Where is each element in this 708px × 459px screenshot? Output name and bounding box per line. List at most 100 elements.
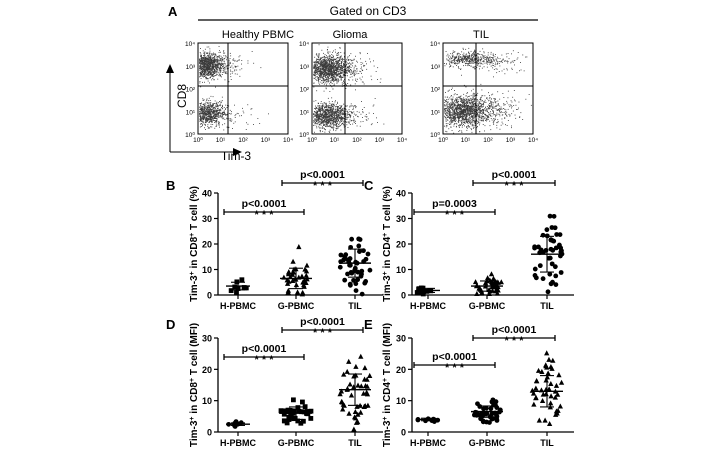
flow-event-dot — [337, 62, 339, 63]
flow-event-dot — [343, 66, 344, 68]
flow-event-dot — [347, 67, 349, 69]
flow-event-dot — [337, 74, 339, 75]
flow-event-dot — [218, 63, 220, 64]
flow-event-dot — [205, 115, 207, 117]
flow-event-dot — [346, 124, 348, 126]
flow-event-dot — [324, 120, 326, 122]
flow-event-dot — [318, 63, 320, 65]
flow-event-dot — [464, 125, 465, 127]
flow-event-dot — [362, 81, 364, 83]
flow-event-dot — [314, 120, 316, 122]
flow-event-dot — [338, 69, 340, 71]
flow-event-dot — [444, 110, 446, 112]
flow-event-dot — [330, 71, 331, 73]
flow-event-dot — [200, 55, 202, 57]
flow-event-dot — [215, 103, 217, 105]
flow-event-dot — [213, 56, 215, 58]
flow-event-dot — [324, 70, 326, 72]
flow-event-dot — [492, 57, 493, 58]
flow-event-dot — [330, 110, 332, 112]
flow-event-dot — [324, 107, 325, 108]
flow-event-dot — [355, 114, 357, 116]
flow-event-dot — [355, 55, 356, 57]
flow-event-dot — [316, 111, 318, 113]
flow-event-dot — [331, 105, 332, 106]
flow-event-dot — [207, 78, 209, 80]
flow-event-dot — [329, 105, 331, 106]
flow-event-dot — [220, 68, 222, 70]
flow-event-dot — [211, 64, 213, 66]
flow-event-dot — [318, 110, 320, 111]
flow-event-dot — [224, 113, 226, 114]
flow-event-dot — [327, 77, 328, 79]
flow-event-dot — [489, 57, 490, 59]
flow-event-dot — [340, 52, 342, 53]
flow-event-dot — [201, 110, 203, 112]
flow-event-dot — [317, 105, 319, 107]
flow-event-dot — [204, 109, 205, 111]
flow-event-dot — [336, 110, 338, 112]
flow-event-dot — [464, 98, 466, 100]
flow-event-dot — [347, 59, 349, 60]
flow-event-dot — [454, 118, 456, 120]
flow-event-dot — [343, 113, 345, 114]
flow-y-tick-label: 10¹ — [186, 109, 196, 116]
flow-event-dot — [469, 116, 471, 118]
flow-event-dot — [319, 119, 321, 121]
flow-event-dot — [314, 70, 316, 72]
flow-event-dot — [328, 81, 329, 83]
flow-event-dot — [451, 54, 453, 56]
flow-event-dot — [329, 69, 331, 71]
plot-title-healthy: Healthy PBMC — [222, 29, 294, 41]
flow-event-dot — [204, 73, 206, 75]
flow-event-dot — [333, 61, 334, 63]
flow-event-dot — [336, 109, 338, 111]
flow-event-dot — [322, 68, 324, 70]
flow-event-dot — [342, 113, 344, 115]
flow-event-dot — [214, 112, 216, 114]
flow-y-tick-label: 10³ — [186, 64, 196, 71]
flow-event-dot — [210, 123, 212, 125]
flow-event-dot — [480, 62, 482, 64]
flow-event-dot — [321, 109, 322, 111]
flow-event-dot — [313, 111, 315, 113]
flow-event-dot — [313, 73, 315, 75]
flow-event-dot — [201, 69, 203, 71]
flow-event-dot — [452, 57, 454, 59]
flow-event-dot — [210, 69, 212, 71]
flow-event-dot — [332, 60, 333, 61]
flow-event-dot — [322, 127, 324, 129]
flow-event-dot — [341, 117, 343, 119]
flow-event-dot — [338, 60, 340, 61]
flow-event-dot — [201, 109, 203, 111]
flow-event-dot — [318, 120, 320, 122]
flow-event-dot — [203, 60, 204, 61]
flow-event-dot — [474, 59, 476, 61]
flow-event-dot — [471, 62, 473, 64]
flow-event-dot — [328, 74, 330, 76]
flow-event-dot — [328, 71, 330, 73]
flow-event-dot — [313, 68, 315, 69]
flow-event-dot — [348, 71, 350, 73]
flow-event-dot — [207, 60, 209, 62]
flow-event-dot — [343, 121, 345, 123]
flow-event-dot — [375, 71, 377, 72]
flow-event-dot — [219, 101, 220, 102]
flow-event-dot — [328, 101, 330, 103]
flow-event-dot — [201, 107, 203, 109]
flow-event-dot — [322, 63, 324, 65]
flow-event-dot — [205, 106, 206, 108]
flow-event-dot — [347, 116, 349, 118]
flow-event-dot — [340, 76, 342, 78]
flow-event-dot — [315, 64, 317, 66]
flow-event-dot — [343, 71, 345, 73]
flow-event-dot — [341, 118, 343, 120]
flow-event-dot — [319, 109, 321, 110]
flow-event-dot — [257, 118, 259, 119]
flow-event-dot — [313, 124, 314, 126]
flow-event-dot — [326, 57, 328, 59]
flow-event-dot — [338, 75, 340, 77]
flow-event-dot — [315, 72, 317, 73]
flow-event-dot — [350, 105, 352, 107]
flow-event-dot — [320, 113, 322, 115]
